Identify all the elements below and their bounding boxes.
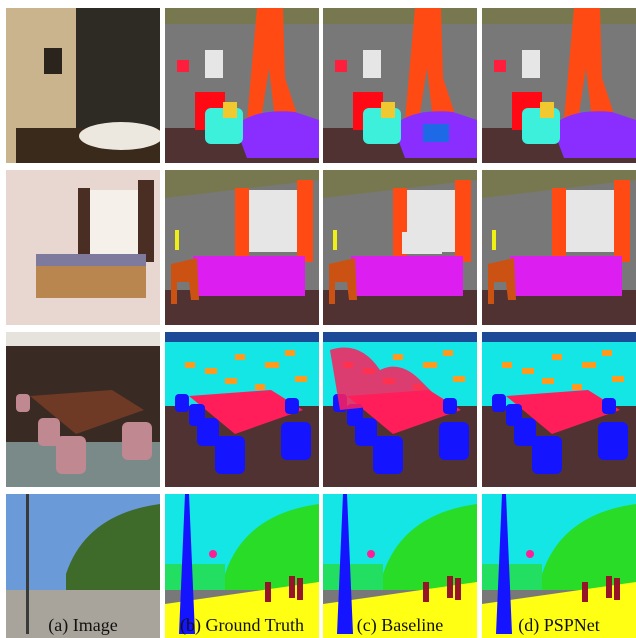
caption: (c) Baseline	[357, 615, 443, 636]
baseline	[323, 170, 477, 325]
ground-truth	[165, 170, 319, 325]
pspnet	[482, 332, 636, 487]
photo	[6, 170, 160, 325]
pspnet	[482, 170, 636, 325]
photo	[6, 494, 160, 638]
photo	[6, 332, 160, 487]
ground-truth	[165, 8, 319, 163]
baseline-error	[402, 232, 442, 254]
photo-column	[6, 8, 160, 638]
caption: (b) Ground Truth	[180, 615, 304, 636]
baseline-error	[423, 124, 449, 142]
pspnet	[482, 8, 636, 163]
ground-truth	[165, 332, 319, 487]
photo	[6, 8, 160, 163]
baseline-error	[330, 347, 440, 410]
baseline-column	[323, 8, 477, 638]
caption: (d) PSPNet	[518, 615, 600, 636]
caption: (a) Image	[48, 615, 117, 636]
baseline	[323, 8, 477, 163]
